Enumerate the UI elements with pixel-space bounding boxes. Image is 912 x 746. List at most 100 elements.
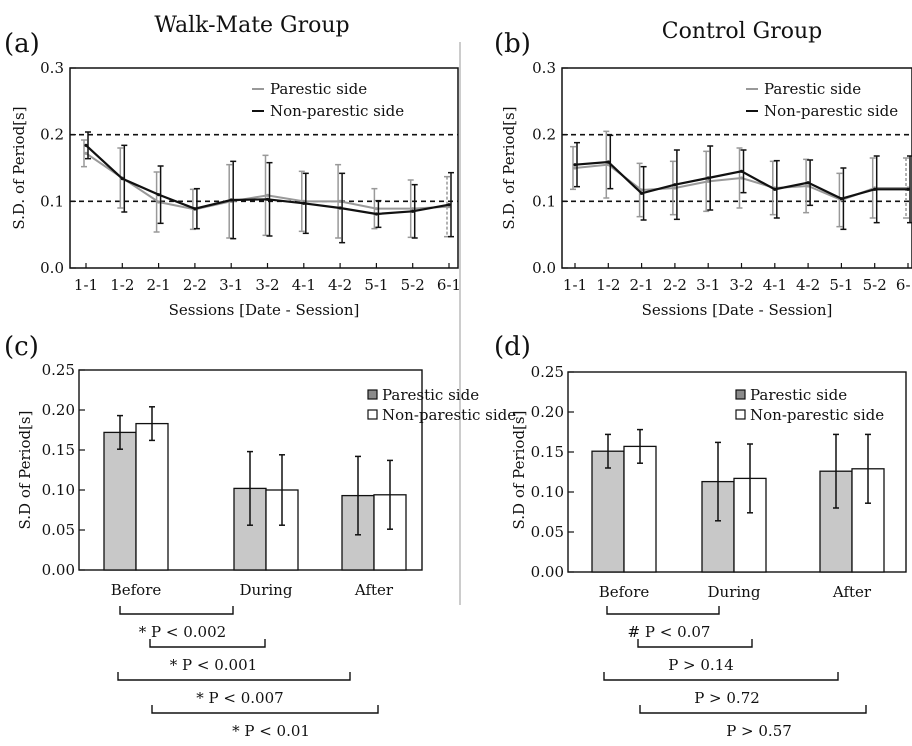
panel-d-y-axis-label: S.D of Period[s]: [510, 411, 528, 530]
panel-c-category-label: After: [354, 581, 394, 599]
panel-a-x-axis-label: Sessions [Date - Session]: [169, 301, 360, 319]
panel-c-comparison-label: * P < 0.01: [232, 722, 310, 740]
panel-b-x-tick-label: 2-2: [663, 276, 687, 294]
panel-a-series-1-point: [193, 207, 197, 211]
panel-a-x-tick-label: 5-1: [364, 276, 388, 294]
panel-a-series-1-point: [447, 203, 451, 207]
panel-a-series-0-point: [157, 200, 161, 204]
panel-a-series-1-point: [302, 201, 306, 205]
panel-a-series-0-point: [84, 151, 88, 155]
panel-a-heading: Walk-Mate Group: [154, 13, 349, 38]
panel-c-legend-label-1: Non-parestic side: [382, 406, 516, 424]
panel-c-category-label: During: [240, 581, 293, 599]
panel-d-y-tick-label: 0.15: [531, 443, 564, 461]
panel-c-y-tick-label: 0.00: [42, 561, 75, 579]
panel-b-series-0-point: [706, 179, 710, 183]
panel-c-comparison-label: * P < 0.001: [170, 656, 257, 674]
panel-b-heading: Control Group: [662, 19, 822, 44]
panel-a-series-1-point: [374, 212, 378, 216]
panel-b-series-1-point: [773, 187, 777, 191]
panel-a-x-tick-label: 6-1: [437, 276, 461, 294]
panel-b-series-1-point: [706, 176, 710, 180]
panel-c-y-tick-label: 0.25: [42, 361, 75, 379]
panel-b-series-1-point: [606, 160, 610, 164]
panel-b-x-tick-label: 4-2: [796, 276, 820, 294]
panel-c-y-tick-label: 0.10: [42, 481, 75, 499]
panel-d-legend-swatch-0: [735, 389, 746, 400]
panel-c-comparison-label: * P < 0.002: [139, 623, 226, 641]
panel-c-y-tick-label: 0.15: [42, 441, 75, 459]
panel-c-label: (c): [4, 332, 39, 362]
panel-b-series-0-point: [739, 176, 744, 180]
panel-a-series-1-point: [229, 198, 233, 202]
panel-b-series-1-point: [906, 187, 910, 191]
panel-b-series-1-point: [873, 187, 877, 191]
panel-b-x-tick-label: 3-2: [729, 276, 753, 294]
panel-b-x-tick-label: 3-1: [696, 276, 720, 294]
panel-c-comparison-bracket: [119, 606, 234, 615]
panel-b-y-axis-label: S.D. of Period[s]: [500, 106, 518, 229]
panel-b-x-tick-label: 1-1: [563, 276, 587, 294]
panel-d-comparison-bracket: [639, 705, 867, 714]
panel-c-comparison-bracket: [151, 705, 379, 714]
panel-d-y-tick-label: 0.20: [531, 403, 564, 421]
panel-a-x-tick-label: 4-2: [328, 276, 352, 294]
panel-a-x-tick-label: 3-1: [219, 276, 243, 294]
panel-a-x-tick-label: 5-2: [401, 276, 425, 294]
panel-a-series-1-point: [84, 143, 88, 147]
panel-d-bar-parestic: [591, 450, 625, 573]
panel-a-series-0-point: [265, 193, 270, 197]
panel-a-series-0-point: [374, 207, 378, 211]
panel-a-series-0-point: [338, 199, 342, 203]
panel-b-x-tick-label: 6-1: [896, 276, 912, 294]
plots-layer: 0.0 0.1 0.2 0.3 1-1 1-2 2-1 2-2 3-1 3-2 4-1 4-2 5-1 5…: [10, 59, 912, 740]
panel-b-legend-label-0: Parestic side: [764, 80, 861, 98]
panel-b-series-0-point: [806, 184, 810, 188]
panel-a-x-tick-label: 1-1: [74, 276, 98, 294]
panel-d-bar-non-parestic: [623, 445, 657, 573]
panel-b-series-1-point: [739, 169, 744, 173]
panel-b-y-tick-label: 0.3: [532, 59, 556, 77]
panel-b-series-0-point: [673, 186, 677, 190]
panel-d-y-tick-label: 0.00: [531, 563, 564, 581]
panel-d-y-tick-label: 0.10: [531, 483, 564, 501]
panel-a-y-tick-label: 0.3: [40, 59, 64, 77]
panel-c-comparison-bracket: [149, 639, 266, 648]
panel-b-series-1-point: [640, 191, 644, 195]
panel-a-y-tick-label: 0.0: [40, 259, 64, 277]
panel-d-comparison-bracket: [603, 672, 839, 681]
panel-d-comparison-label: P > 0.72: [694, 689, 760, 707]
panel-a-y-axis-label: S.D. of Period[s]: [10, 106, 28, 229]
panel-d-comparison-label: P > 0.14: [668, 656, 734, 674]
panel-a-label: (a): [4, 29, 40, 59]
panel-d-y-tick-label: 0.05: [531, 523, 564, 541]
panel-a-x-tick-label: 2-2: [183, 276, 207, 294]
panel-d-category-label: During: [708, 583, 761, 601]
panel-a-series-0-point: [411, 207, 415, 211]
panel-a-legend-label-0: Parestic side: [270, 80, 367, 98]
panel-d-comparison-bracket: [606, 606, 720, 615]
panel-d-legend-label-0: Parestic side: [750, 386, 847, 404]
panel-a-x-tick-label: 2-1: [147, 276, 171, 294]
panel-b-x-tick-label: 5-1: [829, 276, 853, 294]
panel-b-y-tick-label: 0.2: [532, 126, 556, 144]
panel-b-series-1-point: [806, 181, 810, 185]
panel-a-legend-label-1: Non-parestic side: [270, 102, 404, 120]
panel-a-x-tick-label: 4-1: [292, 276, 316, 294]
panel-c-y-tick-label: 0.20: [42, 401, 75, 419]
panel-d-comparison-label: P > 0.57: [726, 722, 792, 740]
panel-d-label: (d): [494, 332, 531, 362]
panel-a-y-tick-label: 0.1: [40, 192, 64, 210]
panel-a-series-1-point: [265, 197, 270, 201]
panel-d-comparison-label: # P < 0.07: [628, 623, 711, 641]
panel-d-legend-label-1: Non-parestic side: [750, 406, 884, 424]
panel-b-y-tick-label: 0.1: [532, 192, 556, 210]
panel-a-series-1-point: [411, 209, 415, 213]
panel-a-x-tick-label: 3-2: [255, 276, 279, 294]
panel-b-x-tick-label: 1-2: [596, 276, 620, 294]
panel-c-comparison-bracket: [117, 672, 351, 681]
panel-c-legend-swatch-1: [367, 409, 378, 420]
panel-c-y-axis-label: S.D of Period[s]: [16, 411, 34, 530]
panel-d-comparison-bracket: [637, 639, 753, 648]
panel-b-plot-frame: [561, 67, 912, 269]
